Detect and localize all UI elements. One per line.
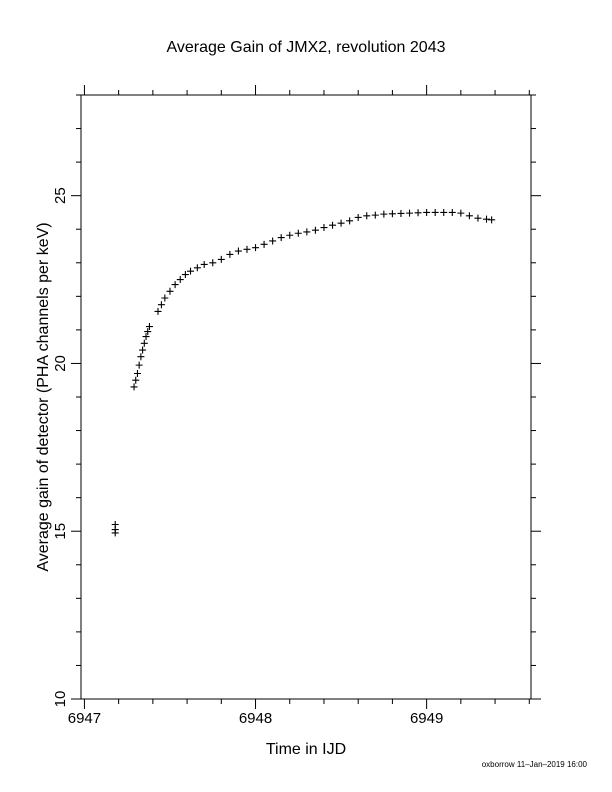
data-point xyxy=(132,376,140,384)
data-point xyxy=(135,361,143,369)
x-axis-title: Time in IJD xyxy=(266,741,346,758)
data-point xyxy=(139,346,147,354)
data-point xyxy=(181,271,189,279)
data-point xyxy=(111,529,119,537)
data-point xyxy=(133,370,141,378)
data-point xyxy=(474,214,482,222)
data-point xyxy=(140,339,148,347)
y-tick-label: 15 xyxy=(52,523,69,540)
data-point xyxy=(130,383,138,391)
x-tick-label: 6947 xyxy=(68,710,101,727)
data-point xyxy=(448,208,456,216)
data-point xyxy=(431,208,439,216)
data-point xyxy=(457,209,465,217)
x-tick-label: 6948 xyxy=(239,710,272,727)
data-point xyxy=(226,250,234,258)
data-point xyxy=(346,217,354,225)
y-tick-label: 20 xyxy=(52,355,69,372)
data-point xyxy=(144,328,152,336)
plot-frame xyxy=(80,94,532,700)
data-point xyxy=(423,208,431,216)
chart-title: Average Gain of JMX2, revolution 2043 xyxy=(167,39,446,56)
data-point xyxy=(157,301,165,309)
data-point xyxy=(303,228,311,236)
data-point xyxy=(142,333,150,341)
footer-credit: oxborrow 11–Jan–2019 16:00 xyxy=(482,760,588,769)
data-point xyxy=(260,240,268,248)
data-point xyxy=(337,219,345,227)
data-point xyxy=(440,208,448,216)
data-point xyxy=(187,267,195,275)
data-point xyxy=(193,264,201,272)
data-point xyxy=(217,255,225,263)
data-point xyxy=(329,221,337,229)
data-point xyxy=(234,247,242,255)
data-point xyxy=(311,226,319,234)
data-point xyxy=(176,276,184,284)
y-tick-label: 25 xyxy=(52,187,69,204)
data-point xyxy=(171,281,179,289)
data-point xyxy=(363,212,371,220)
data-point xyxy=(483,215,491,223)
data-point xyxy=(161,294,169,302)
data-points xyxy=(111,208,496,537)
data-point xyxy=(209,259,217,267)
data-point xyxy=(414,209,422,217)
y-tick-label: 10 xyxy=(52,691,69,708)
data-point xyxy=(166,287,174,295)
data-point xyxy=(200,260,208,268)
axis-ticks: 6947 6948 6949 10 15 20 25 xyxy=(52,85,541,727)
data-point xyxy=(154,307,162,315)
data-point xyxy=(320,224,328,232)
data-point xyxy=(145,323,153,331)
data-point xyxy=(277,234,285,242)
data-point xyxy=(243,245,251,253)
data-point xyxy=(465,212,473,220)
data-point xyxy=(406,209,414,217)
data-point xyxy=(488,216,496,224)
data-point xyxy=(286,231,294,239)
data-point xyxy=(252,244,260,252)
data-point xyxy=(380,210,388,218)
data-point xyxy=(269,237,277,245)
data-point xyxy=(397,209,405,217)
data-point xyxy=(354,213,362,221)
data-point xyxy=(294,229,302,237)
y-axis-title: Average gain of detector (PHA channels p… xyxy=(35,222,52,571)
data-point xyxy=(371,211,379,219)
data-point xyxy=(388,210,396,218)
x-tick-label: 6949 xyxy=(410,710,443,727)
data-point xyxy=(137,353,145,361)
